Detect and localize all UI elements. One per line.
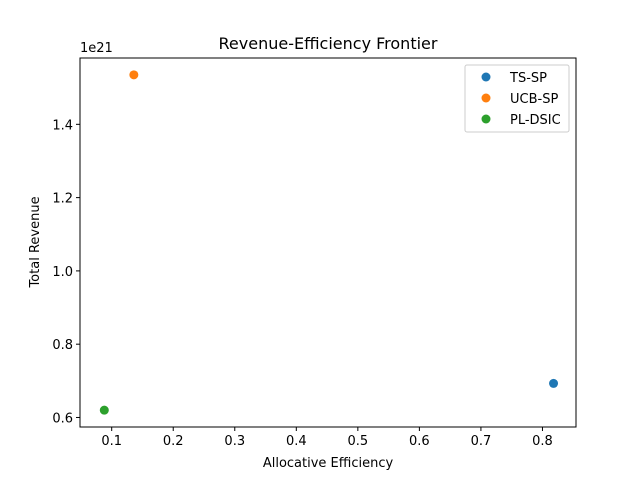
legend-label-ts-sp: TS-SP bbox=[509, 71, 547, 86]
legend-label-ucb-sp: UCB-SP bbox=[510, 92, 558, 107]
axis-ticks: 0.1 0.2 0.3 0.4 0.5 0.6 0.7 0.8 0.6 0.8 1.0 1.2 1.4 bbox=[52, 118, 552, 449]
x-tick-label: 0.2 bbox=[163, 434, 184, 449]
y-tick-label: 1.4 bbox=[52, 118, 73, 133]
y-tick-label: 1.0 bbox=[52, 265, 73, 280]
legend-items: TS-SP UCB-SP PL-DSIC bbox=[481, 71, 561, 128]
x-tick-label: 0.1 bbox=[101, 434, 122, 449]
x-axis-label: Allocative Efficiency bbox=[263, 456, 394, 471]
legend-marker-ucb-sp bbox=[481, 93, 491, 103]
x-tick-label: 0.3 bbox=[224, 434, 245, 449]
x-tick-label: 0.6 bbox=[409, 434, 430, 449]
x-tick-label: 0.5 bbox=[348, 434, 369, 449]
legend-marker-pl-dsic bbox=[481, 114, 491, 124]
legend: TS-SP UCB-SP PL-DSIC bbox=[464, 64, 570, 133]
y-tick-label: 0.6 bbox=[52, 411, 73, 426]
y-tick-label: 0.8 bbox=[52, 338, 73, 353]
x-tick-label: 0.4 bbox=[286, 434, 307, 449]
data-point-pl-dsic bbox=[99, 405, 109, 415]
y-offset-label: 1e21 bbox=[80, 41, 113, 56]
y-axis-label: Total Revenue bbox=[28, 196, 43, 288]
plot-area-frame bbox=[79, 57, 577, 428]
x-tick-label: 0.7 bbox=[471, 434, 492, 449]
data-point-ts-sp bbox=[549, 378, 559, 388]
data-points bbox=[99, 70, 559, 415]
data-point-ucb-sp bbox=[129, 70, 139, 80]
legend-marker-ts-sp bbox=[481, 72, 491, 82]
legend-label-pl-dsic: PL-DSIC bbox=[510, 113, 561, 128]
y-tick-label: 1.2 bbox=[52, 192, 73, 207]
x-tick-label: 0.8 bbox=[532, 434, 553, 449]
chart-title: Revenue-Efficiency Frontier bbox=[219, 34, 438, 53]
legend-box bbox=[464, 64, 570, 133]
